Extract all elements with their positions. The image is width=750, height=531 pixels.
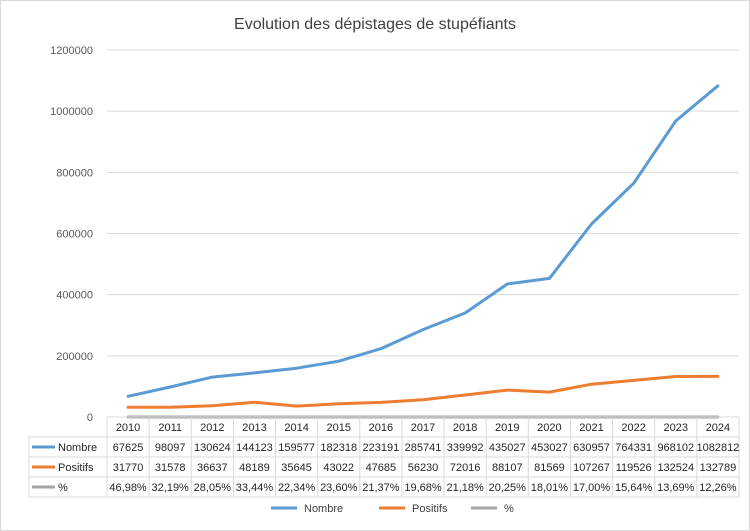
category-label: 2022	[621, 422, 645, 434]
table-cell: 15,64%	[615, 482, 653, 494]
table-cell: 81569	[534, 462, 565, 474]
table-cell: 435027	[489, 442, 526, 454]
table-cell: 21,37%	[362, 482, 400, 494]
table-cell: 630957	[573, 442, 610, 454]
category-label: 2020	[537, 422, 561, 434]
table-cell: 47685	[366, 462, 397, 474]
table-cell: 35645	[281, 462, 312, 474]
category-label: 2016	[369, 422, 393, 434]
category-label: 2021	[579, 422, 603, 434]
table-cell: 17,00%	[573, 482, 611, 494]
y-tick-label: 1000000	[50, 106, 93, 118]
table-cell: 223191	[363, 442, 400, 454]
y-tick-label: 400000	[56, 290, 93, 302]
category-label: 2015	[326, 422, 350, 434]
table-cell: 23,60%	[320, 482, 358, 494]
y-tick-label: 600000	[56, 229, 93, 241]
category-label: 2017	[411, 422, 435, 434]
table-cell: 67625	[113, 442, 144, 454]
table-cell: 132789	[700, 462, 737, 474]
table-cell: 46,98%	[109, 482, 147, 494]
table-cell: 453027	[531, 442, 568, 454]
table-cell: 56230	[408, 462, 439, 474]
category-label: 2011	[158, 422, 182, 434]
table-cell: 20,25%	[489, 482, 527, 494]
category-label: 2010	[116, 422, 140, 434]
legend-entry: Nombre	[304, 503, 343, 515]
table-cell: 764331	[615, 442, 652, 454]
category-label: 2018	[453, 422, 477, 434]
category-label: 2023	[664, 422, 688, 434]
y-tick-label: 800000	[56, 167, 93, 179]
series-lines	[126, 84, 720, 419]
category-label: 2019	[495, 422, 519, 434]
table-cell: 144123	[236, 442, 273, 454]
legend-entry: Positifs	[412, 503, 448, 515]
category-label: 2013	[242, 422, 266, 434]
table-series-name: Positifs	[58, 462, 94, 474]
table-cell: 19,68%	[404, 482, 442, 494]
y-axis-ticks: 0 200000 400000 600000 800000 1000000 1200000	[50, 45, 93, 424]
table-cell: 72016	[450, 462, 481, 474]
chart-title: Evolution des dépistages de stupéfiants	[234, 16, 516, 33]
y-tick-label: 200000	[56, 351, 93, 363]
table-cell: 31578	[155, 462, 186, 474]
table-cell: 968102	[657, 442, 694, 454]
y-tick-label: 1200000	[50, 45, 93, 57]
table-cell: 33,44%	[236, 482, 274, 494]
table-cell: 182318	[320, 442, 357, 454]
series-line-1	[126, 374, 720, 409]
gridlines	[107, 49, 739, 357]
legend-entry: %	[504, 503, 514, 515]
table-series-name: %	[58, 482, 68, 494]
y-tick-label: 0	[87, 412, 93, 424]
series-line-0	[126, 84, 720, 398]
table-cell: 119526	[616, 462, 652, 474]
table-cell: 88107	[492, 462, 523, 474]
table-cell: 98097	[155, 442, 186, 454]
data-table: 2010 2011 2012 2013 2014 2015 2016 2017 2018 2019…	[28, 416, 740, 498]
legend: Nombre Positifs%	[271, 503, 514, 515]
category-label: 2014	[284, 422, 308, 434]
table-cell: 43022	[323, 462, 354, 474]
table-cell: 36637	[197, 462, 228, 474]
table-cell: 21,18%	[446, 482, 484, 494]
table-cell: 18,01%	[531, 482, 569, 494]
table-series-name: Nombre	[58, 442, 97, 454]
table-cell: 31770	[113, 462, 144, 474]
category-label: 2012	[200, 422, 224, 434]
table-cell: 28,05%	[194, 482, 232, 494]
table-cell: 107267	[573, 462, 610, 474]
table-cell: 339992	[447, 442, 484, 454]
table-cell: 32,19%	[152, 482, 190, 494]
table-cell: 132524	[657, 462, 694, 474]
table-cell: 1082812	[697, 442, 740, 454]
table-cell: 13,69%	[657, 482, 695, 494]
table-cell: 22,34%	[278, 482, 316, 494]
table-cell: 159577	[278, 442, 315, 454]
table-cell: 285741	[405, 442, 442, 454]
table-cell: 48189	[239, 462, 270, 474]
table-cell: 12,26%	[699, 482, 737, 494]
table-cell: 130624	[194, 442, 231, 454]
category-label: 2024	[706, 422, 730, 434]
